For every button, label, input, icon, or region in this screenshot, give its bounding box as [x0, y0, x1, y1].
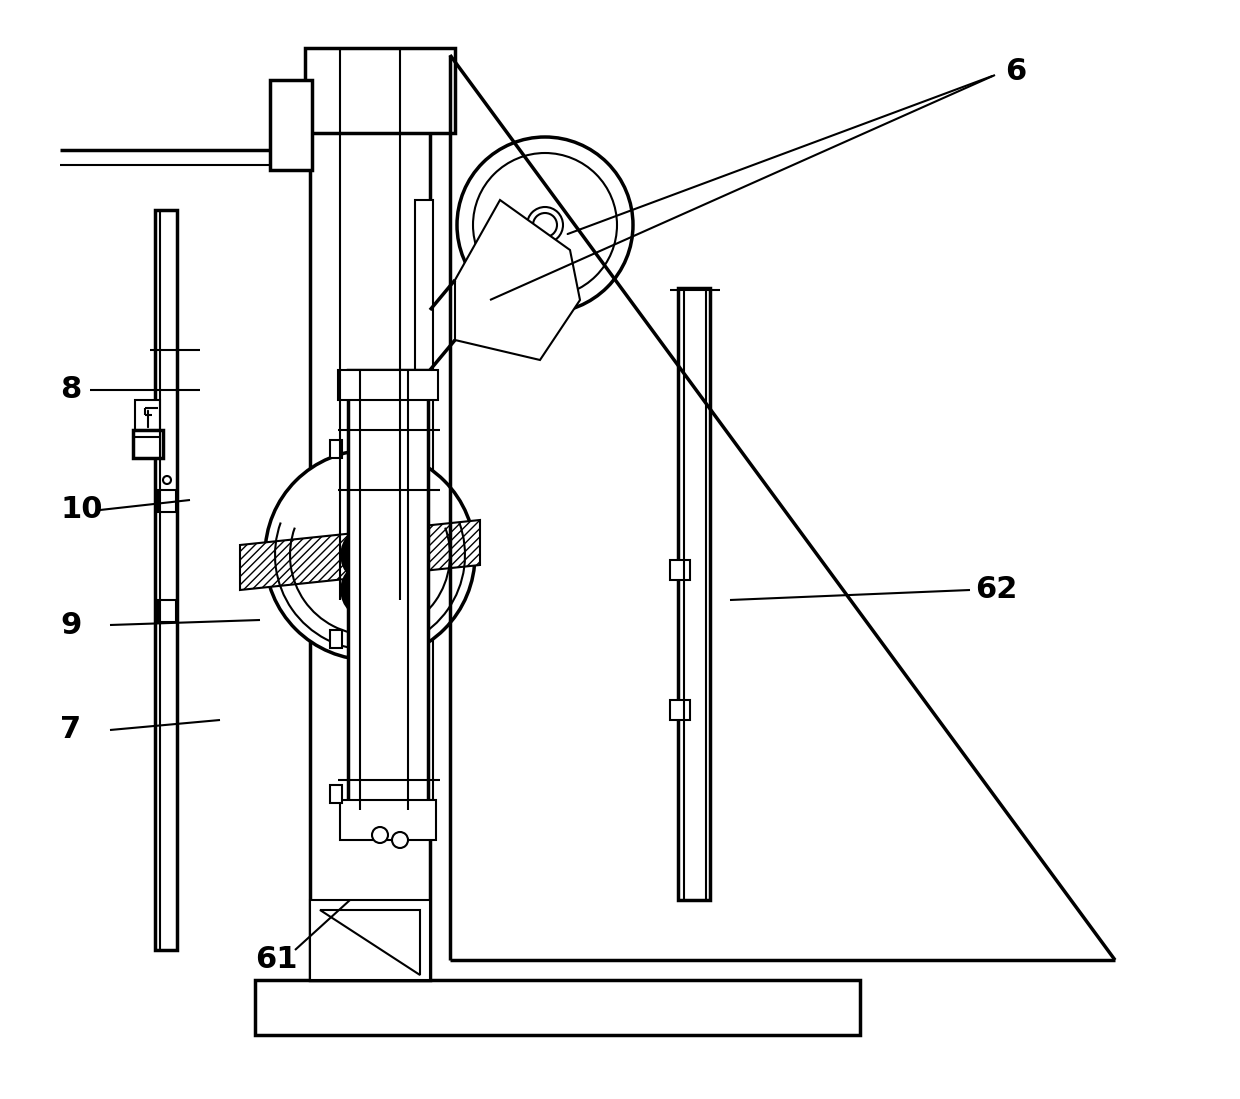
Bar [350, 568, 366, 584]
Bar [330, 440, 342, 458]
Text: 7: 7 [60, 715, 81, 744]
Polygon shape [310, 900, 430, 980]
Bar [135, 400, 160, 430]
Circle shape [350, 570, 391, 610]
Polygon shape [320, 910, 420, 975]
Text: 8: 8 [60, 376, 82, 404]
Bar [310, 49, 430, 980]
Circle shape [532, 238, 542, 248]
Bar [340, 800, 436, 840]
Text: 9: 9 [60, 611, 82, 640]
Bar [330, 630, 342, 648]
Text: 10: 10 [60, 496, 103, 524]
Bar [348, 370, 428, 810]
Circle shape [162, 476, 171, 484]
Circle shape [265, 449, 475, 660]
Bar [255, 980, 861, 1035]
Text: 6: 6 [1004, 57, 1027, 87]
Bar [378, 568, 394, 584]
Polygon shape [241, 520, 480, 590]
Bar [339, 370, 438, 400]
Circle shape [372, 828, 388, 843]
Text: 62: 62 [975, 576, 1017, 604]
Circle shape [533, 213, 557, 237]
Bar [270, 80, 312, 170]
Circle shape [472, 153, 618, 297]
Bar [378, 530, 394, 546]
Bar [157, 490, 176, 512]
Circle shape [458, 137, 632, 313]
Bar [155, 210, 177, 950]
Bar [670, 700, 689, 720]
Bar [330, 785, 342, 803]
Text: 61: 61 [255, 945, 298, 975]
Circle shape [342, 562, 398, 618]
Circle shape [527, 207, 563, 243]
Circle shape [517, 224, 529, 236]
Circle shape [342, 528, 398, 582]
Bar [350, 530, 366, 546]
Bar [133, 430, 162, 458]
Bar [305, 48, 455, 133]
Bar [678, 288, 711, 900]
Bar [157, 600, 176, 622]
Bar [670, 560, 689, 580]
Bar [415, 200, 433, 800]
Circle shape [350, 535, 391, 575]
Circle shape [392, 832, 408, 848]
Polygon shape [455, 200, 580, 360]
